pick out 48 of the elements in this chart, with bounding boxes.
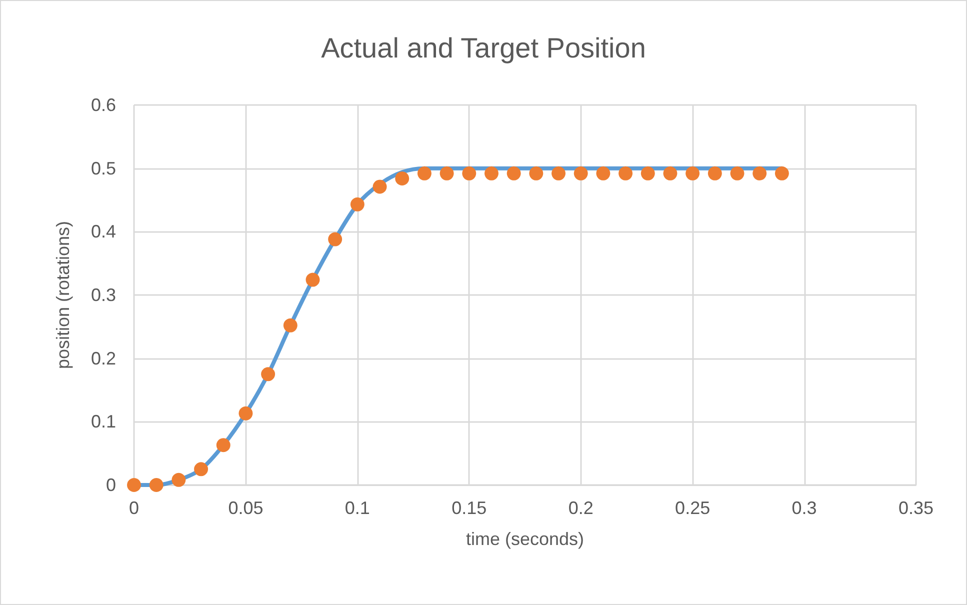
point	[328, 232, 342, 246]
point	[618, 166, 633, 180]
y-tick-label: 0.5	[90, 158, 116, 178]
x-tick-label: 0.25	[675, 498, 710, 518]
x-tick-label: 0	[128, 498, 140, 518]
x-tick-label: 0.1	[344, 498, 370, 518]
point	[216, 438, 230, 452]
point	[663, 166, 678, 180]
point	[417, 166, 432, 180]
point	[194, 462, 208, 476]
y-axis-title: position (rotations)	[53, 220, 73, 370]
y-tick-label: 0.1	[90, 412, 116, 432]
point	[261, 367, 276, 382]
x-axis-title: time (seconds)	[466, 529, 584, 549]
x-tick-label: 0.2	[568, 498, 594, 518]
point	[127, 478, 141, 492]
x-tick-label: 0.05	[228, 498, 264, 518]
point	[306, 272, 320, 287]
point	[730, 166, 744, 180]
y-tick-label: 0	[106, 475, 116, 495]
point	[462, 166, 476, 180]
point	[172, 472, 186, 487]
point	[440, 166, 454, 180]
x-tick-label: 0.15	[452, 498, 487, 518]
point	[708, 166, 722, 180]
point	[506, 166, 521, 180]
point	[484, 166, 498, 180]
y-tick-label: 0.3	[90, 285, 116, 305]
point	[640, 166, 655, 180]
point	[574, 166, 588, 180]
point	[752, 166, 767, 180]
x-tick-label: 0.35	[898, 498, 934, 518]
point	[372, 180, 387, 194]
point	[686, 166, 700, 180]
point	[596, 166, 610, 180]
point	[238, 406, 253, 420]
point	[395, 171, 410, 186]
point	[283, 318, 298, 332]
point	[350, 197, 364, 212]
y-tick-label: 0.6	[90, 95, 116, 115]
chart-title: Actual and Target Position	[321, 32, 646, 64]
point	[149, 478, 164, 492]
x-tick-label: 0.3	[792, 498, 817, 518]
y-tick-label: 0.4	[90, 222, 116, 242]
point	[529, 166, 544, 180]
point	[552, 166, 566, 180]
point	[774, 166, 789, 180]
y-tick-label: 0.2	[90, 348, 116, 368]
